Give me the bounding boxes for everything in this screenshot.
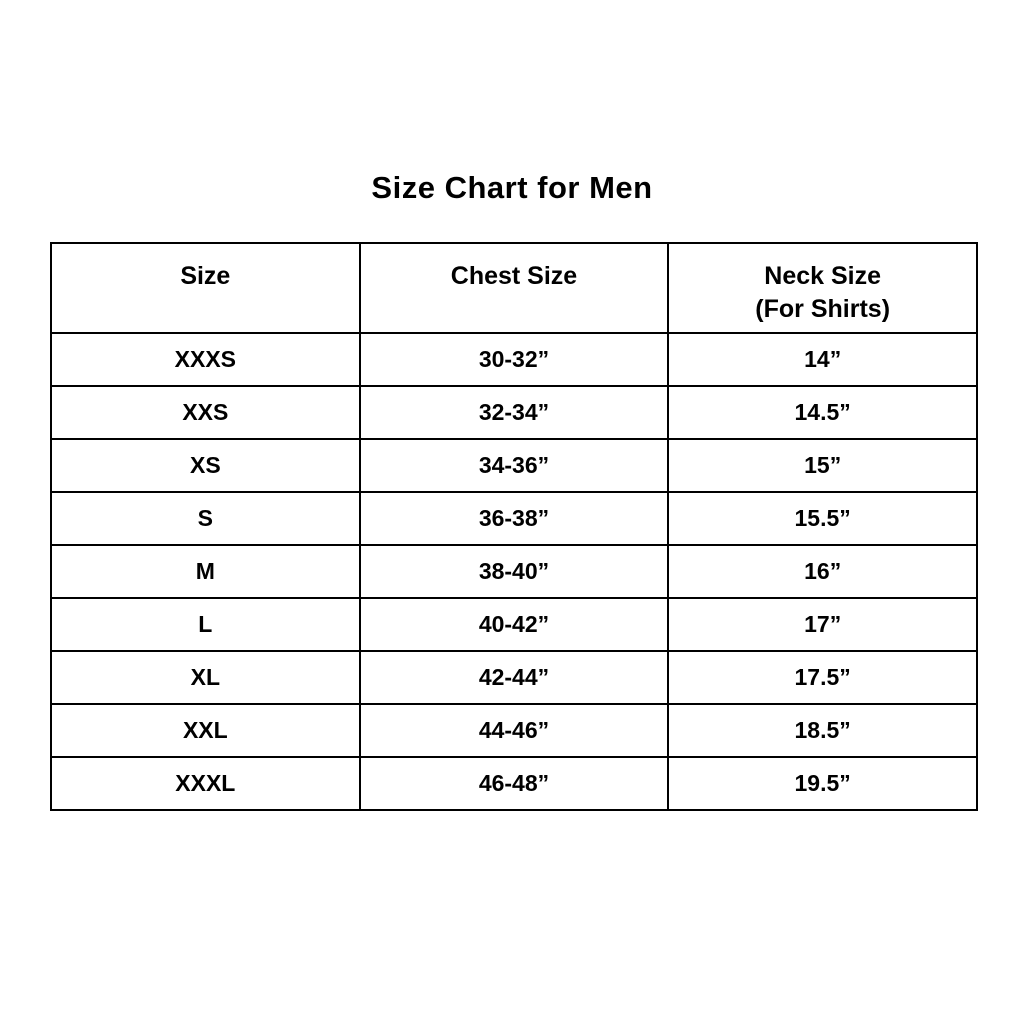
table-header: Size Chest Size Neck Size (For Shirts) — [50, 242, 978, 334]
table-row: XXXL 46-48” 19.5” — [50, 756, 978, 811]
cell-neck-size: 17” — [667, 597, 978, 652]
cell-chest-size: 46-48” — [358, 756, 670, 811]
cell-neck-size: 15” — [667, 438, 978, 493]
cell-chest-size: 30-32” — [358, 332, 670, 387]
page-title: Size Chart for Men — [371, 170, 653, 205]
table-row: L 40-42” 17” — [50, 597, 978, 652]
table-row: M 38-40” 16” — [50, 544, 978, 599]
table-row: XL 42-44” 17.5” — [50, 650, 978, 705]
cell-neck-size: 19.5” — [667, 756, 978, 811]
column-header-neck-size: Neck Size (For Shirts) — [667, 242, 978, 334]
cell-neck-size: 17.5” — [667, 650, 978, 705]
cell-chest-size: 32-34” — [358, 385, 670, 440]
cell-chest-size: 40-42” — [358, 597, 670, 652]
cell-chest-size: 42-44” — [358, 650, 670, 705]
table-row: XS 34-36” 15” — [50, 438, 978, 493]
cell-neck-size: 18.5” — [667, 703, 978, 758]
cell-chest-size: 34-36” — [358, 438, 670, 493]
size-chart-table: Size Chest Size Neck Size (For Shirts) X… — [50, 242, 978, 811]
table-row: XXL 44-46” 18.5” — [50, 703, 978, 758]
column-header-size: Size — [50, 242, 361, 334]
cell-size: XXL — [50, 703, 361, 758]
neck-size-header-line1: Neck Size — [764, 262, 882, 290]
table-row: XXS 32-34” 14.5” — [50, 385, 978, 440]
cell-size: XXXL — [50, 756, 361, 811]
cell-size: XL — [50, 650, 361, 705]
cell-size: XS — [50, 438, 361, 493]
cell-size: XXXS — [50, 332, 361, 387]
column-header-chest-size: Chest Size — [358, 242, 670, 334]
cell-size: S — [50, 491, 361, 546]
header-row: Size Chest Size Neck Size (For Shirts) — [50, 242, 978, 334]
table-row: XXXS 30-32” 14” — [50, 332, 978, 387]
table-row: S 36-38” 15.5” — [50, 491, 978, 546]
cell-size: L — [50, 597, 361, 652]
cell-chest-size: 38-40” — [358, 544, 670, 599]
cell-neck-size: 16” — [667, 544, 978, 599]
cell-chest-size: 44-46” — [358, 703, 670, 758]
cell-chest-size: 36-38” — [358, 491, 670, 546]
cell-neck-size: 14” — [667, 332, 978, 387]
neck-size-header-line2: (For Shirts) — [755, 294, 891, 323]
cell-size: M — [50, 544, 361, 599]
cell-size: XXS — [50, 385, 361, 440]
cell-neck-size: 15.5” — [667, 491, 978, 546]
size-table-body: XXXS 30-32” 14” XXS 32-34” 14.5” XS 34-36” 15” S 3… — [50, 332, 978, 811]
cell-neck-size: 14.5” — [667, 385, 978, 440]
